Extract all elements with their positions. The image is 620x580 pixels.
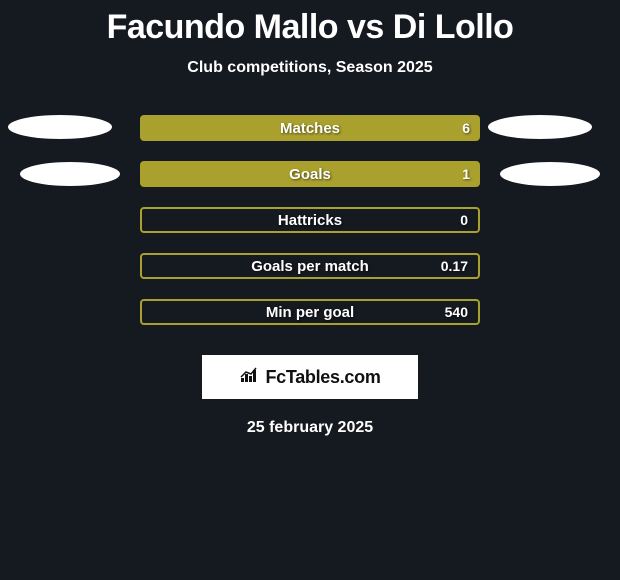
subtitle: Club competitions, Season 2025 (0, 59, 620, 77)
stat-label: Min per goal (266, 304, 354, 321)
stat-value: 6 (462, 120, 470, 136)
stat-bar: Hattricks 0 (140, 207, 480, 233)
stat-row-list: Matches 6 Goals 1 Hattricks 0 Goals per match 0… (140, 115, 480, 325)
player-left-marker-1 (8, 115, 112, 139)
stat-label: Hattricks (278, 212, 342, 229)
logo-badge: FcTables.com (202, 355, 418, 399)
player-right-marker-2 (500, 162, 600, 186)
page-title: Facundo Mallo vs Di Lollo (0, 0, 620, 47)
stat-value: 1 (462, 166, 470, 182)
stat-value: 0 (460, 212, 468, 228)
stat-bar: Goals per match 0.17 (140, 253, 480, 279)
stat-label: Goals (289, 166, 331, 183)
stat-label: Goals per match (251, 258, 369, 275)
stat-bar: Goals 1 (140, 161, 480, 187)
stat-bar: Min per goal 540 (140, 299, 480, 325)
player-left-marker-2 (20, 162, 120, 186)
stat-value: 0.17 (441, 258, 468, 274)
comparison-panel: Matches 6 Goals 1 Hattricks 0 Goals per match 0… (0, 115, 620, 437)
stat-bar: Matches 6 (140, 115, 480, 141)
date-text: 25 february 2025 (0, 419, 620, 437)
player-right-marker-1 (488, 115, 592, 139)
stat-label: Matches (280, 120, 340, 137)
stat-value: 540 (445, 304, 468, 320)
logo-text: FcTables.com (265, 367, 380, 388)
bar-chart-icon (239, 366, 261, 389)
